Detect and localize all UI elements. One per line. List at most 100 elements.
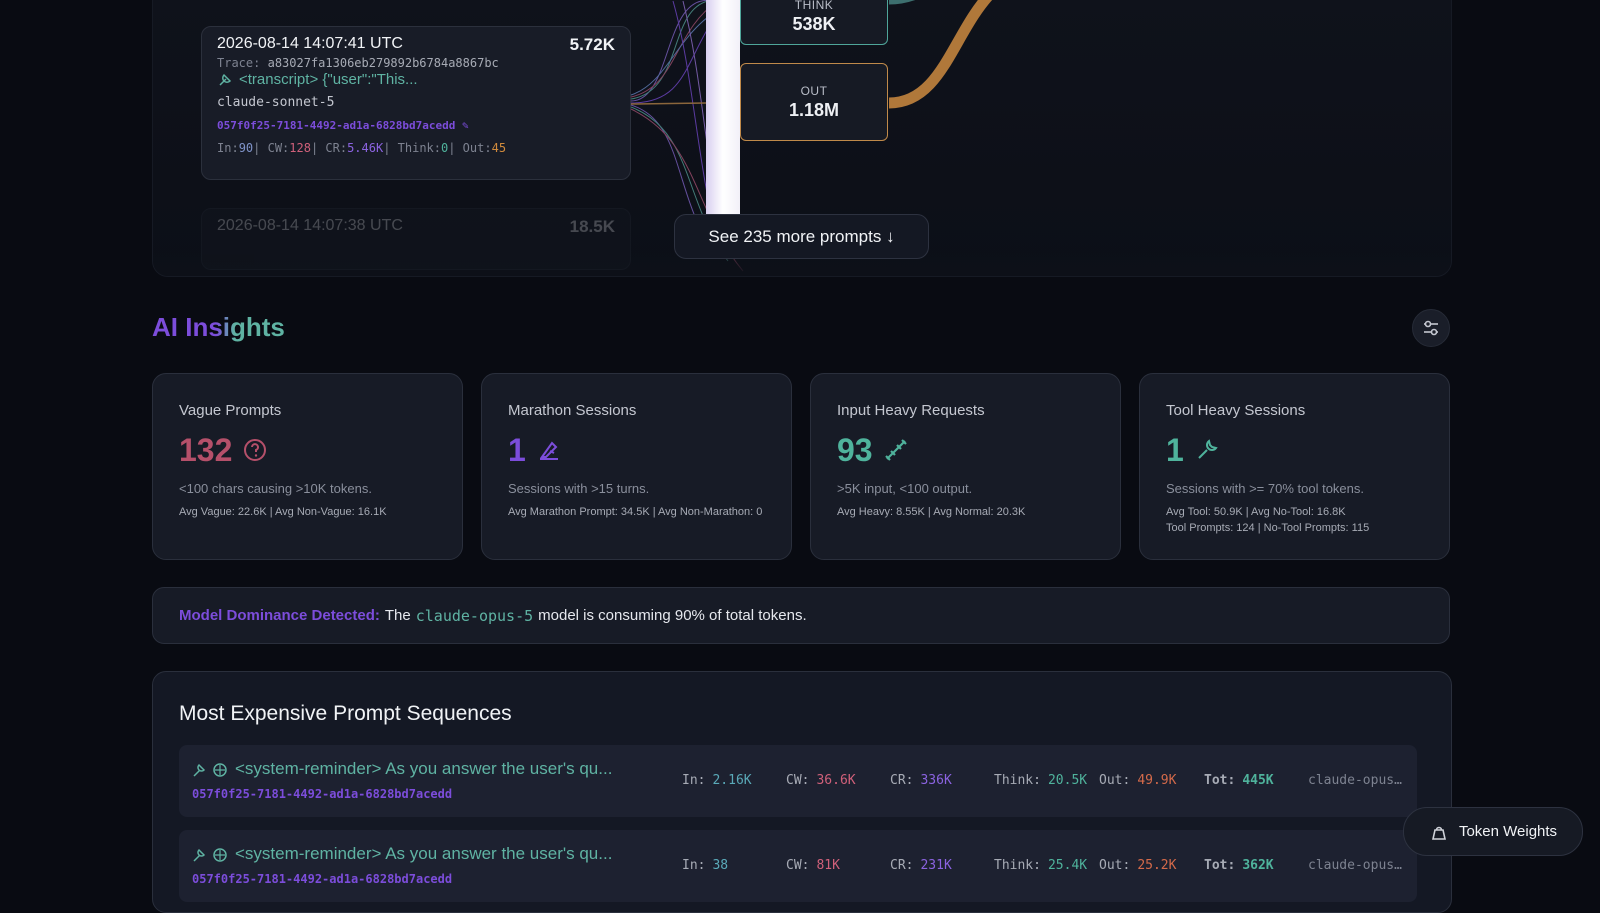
card-details: Avg Marathon Prompt: 34.5K | Avg Non-Mar… (508, 504, 765, 520)
card-value: 93 (837, 431, 873, 468)
insight-card[interactable]: Input Heavy Requests 93 >5K input, <100 ou… (810, 373, 1121, 560)
stat-label: In: (682, 773, 706, 788)
trace-label: Trace: (217, 56, 261, 70)
node-value: 538K (792, 14, 836, 34)
banner-text: model is consuming 90% of total tokens. (538, 607, 807, 624)
node-label: THINK (794, 0, 834, 12)
card-title: Vague Prompts (179, 402, 282, 419)
stat-value: 25.4K (1047, 858, 1088, 873)
insight-card[interactable]: Marathon Sessions 1 Sessions with >15 turn… (481, 373, 792, 560)
token-total: 5.72K (569, 35, 615, 54)
stat-value: 128 (289, 141, 311, 155)
card-value: 132 (179, 431, 233, 468)
stat-label: | CW: (253, 141, 290, 155)
stat-label: CR: (890, 858, 914, 873)
tool-icons (193, 763, 227, 777)
row-stat: Tot: 362K (1204, 858, 1274, 873)
card-value: 1 (1166, 431, 1184, 468)
row-session[interactable]: 057f0f25-7181-4492-ad1a-6828bd7acedd (192, 787, 453, 801)
card-detail: Avg Tool: 50.9K | Avg No-Tool: 16.8K (1166, 506, 1346, 518)
settings-icon (1424, 320, 1438, 336)
stat-value: 25.2K (1137, 858, 1177, 873)
stat-value: 336K (920, 773, 952, 788)
stat-label: CW: (786, 858, 810, 873)
row-stat: In: 2.16K (682, 773, 752, 788)
card-value: 1 (508, 431, 526, 468)
row-prompt: <system-reminder> As you answer the user… (235, 844, 613, 863)
card-description: >5K input, <100 output. (837, 481, 973, 496)
prompt-card-faded[interactable]: 2026-08-14 14:07:38 UTC 18.5K (201, 208, 631, 270)
row-stat: Tot: 445K (1204, 773, 1274, 788)
row-session[interactable]: 057f0f25-7181-4492-ad1a-6828bd7acedd (192, 872, 453, 886)
sankey-node[interactable]: THINK 538K (740, 0, 888, 45)
weights-icon (1431, 826, 1446, 840)
banner-label: Model Dominance Detected: (179, 607, 380, 624)
row-model: claude-opus… (1308, 773, 1402, 788)
stat-value: 5.46K (347, 141, 384, 155)
card-value-row: 93 (837, 431, 1094, 469)
tool-icon (219, 73, 232, 86)
prompt-row[interactable]: <system-reminder> As you answer the user… (179, 830, 1417, 902)
row-icons (192, 762, 228, 781)
stat-value: 231K (920, 858, 952, 873)
session-id[interactable]: 057f0f25-7181-4492-ad1a-6828bd7acedd ✎ (217, 119, 469, 132)
section-title: AI Insights (152, 312, 285, 342)
card-description: Sessions with >15 turns. (508, 481, 650, 496)
trace: Trace: a83027fa1306eb279892b6784a8867bc (217, 56, 499, 70)
card-title: Marathon Sessions (508, 402, 637, 419)
stat-label: Out: (1099, 858, 1131, 873)
card-title: Tool Heavy Sessions (1166, 402, 1306, 419)
stat-value: 362K (1242, 858, 1274, 873)
prompt-card[interactable]: 2026-08-14 14:07:41 UTC 5.72K Trace: a83… (201, 26, 631, 180)
stat-value: 2.16K (712, 773, 752, 788)
row-prompt: <system-reminder> As you answer the user… (235, 759, 613, 778)
row-stat: CR: 336K (890, 773, 952, 788)
card-title: Input Heavy Requests (837, 402, 985, 419)
more-prompts-button[interactable]: See 235 more prompts ↓ (674, 214, 929, 259)
row-stat: CW: 81K (786, 858, 840, 873)
card-description: Sessions with >= 70% tool tokens. (1166, 481, 1365, 496)
insight-card[interactable]: Vague Prompts 132 <100 chars causing >10K … (152, 373, 463, 560)
card-detail: Avg Heavy: 8.55K | Avg Normal: 20.3K (837, 506, 1026, 518)
token-weights-button[interactable]: Token Weights (1403, 807, 1583, 856)
card-details: Avg Tool: 50.9K | Avg No-Tool: 16.8K Tool… (1166, 504, 1423, 536)
card-details: Avg Heavy: 8.55K | Avg Normal: 20.3K (837, 504, 1094, 520)
stat-label: CW: (786, 773, 810, 788)
section-heading: Most Expensive Prompt Sequences (179, 702, 512, 725)
stat-label: In: (217, 141, 239, 155)
row-model: claude-opus… (1308, 858, 1402, 873)
insight-card[interactable]: Tool Heavy Sessions 1 Sessions with >= 70%… (1139, 373, 1450, 560)
stat-value: 81K (816, 858, 840, 873)
card-icon (539, 441, 558, 460)
card-detail: Tool Prompts: 124 | No-Tool Prompts: 115 (1166, 522, 1370, 534)
prompt-row[interactable]: <system-reminder> As you answer the user… (179, 745, 1417, 817)
settings-button[interactable] (1412, 309, 1450, 347)
stat-value: 0 (441, 141, 449, 155)
card-details: Avg Vague: 22.6K | Avg Non-Vague: 16.1K (179, 504, 436, 520)
dominance-banner: Model Dominance Detected: The claude-opu… (152, 587, 1450, 644)
stat-label: | CR: (310, 141, 348, 155)
row-stat: CW: 36.6K (786, 773, 856, 788)
stat-label: | Think: (383, 141, 441, 155)
card-detail: Avg Vague: 22.6K | Avg Non-Vague: 16.1K (179, 506, 387, 518)
banner-text: The (384, 607, 411, 624)
button-label: Token Weights (1458, 823, 1558, 840)
card-value-row: 132 (179, 431, 436, 469)
stat-value: 445K (1242, 773, 1274, 788)
expensive-section: Most Expensive Prompt Sequences <system-… (152, 671, 1452, 913)
stat-value: 20.5K (1047, 773, 1088, 788)
sankey-flows (153, 0, 1451, 276)
tool-icons (193, 848, 227, 862)
sankey-node[interactable]: OUT 1.18M (740, 63, 888, 141)
stat-value: 38 (712, 858, 729, 873)
row-icons (192, 847, 228, 866)
banner-model: claude-opus-5 (415, 606, 534, 625)
token-stats: In:90| CW:128| CR:5.46K| Think:0| Out:45 (217, 141, 506, 155)
trace-id: a83027fa1306eb279892b6784a8867bc (267, 56, 499, 70)
stat-value: 90 (238, 141, 254, 155)
stat-label: Think: (994, 858, 1041, 873)
row-stat: In: 38 (682, 858, 728, 873)
card-value-row: 1 (508, 431, 765, 469)
timestamp: 2026-08-14 14:07:38 UTC (217, 217, 403, 234)
prompt-text: <transcript> {"user":"This... (239, 71, 418, 88)
